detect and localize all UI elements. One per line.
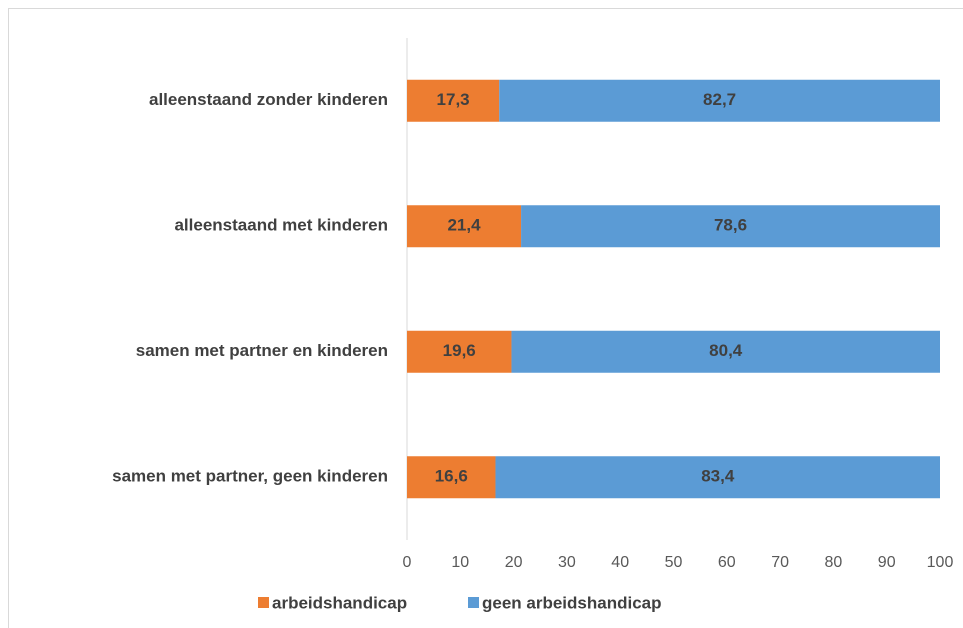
bar-segment [407, 79, 500, 122]
x-tick-label: 20 [505, 554, 523, 571]
value-label: 83,4 [701, 467, 735, 486]
value-label: 21,4 [447, 216, 481, 235]
x-tick-label: 80 [825, 554, 843, 571]
value-label: 80,4 [709, 341, 743, 360]
value-label: 19,6 [443, 341, 476, 360]
x-tick-label: 10 [451, 554, 469, 571]
bar-segment [499, 79, 940, 122]
category-label: samen met partner, geen kinderen [112, 467, 388, 486]
x-tick-label: 40 [611, 554, 629, 571]
x-tick-label: 60 [718, 554, 736, 571]
bar-segment [407, 456, 496, 499]
category-label: alleenstaand zonder kinderen [149, 90, 388, 109]
x-tick-label: 30 [558, 554, 576, 571]
legend-label: geen arbeidshandicap [482, 593, 662, 612]
bar-segment [407, 330, 512, 373]
bar-segment [511, 330, 940, 373]
value-label: 78,6 [714, 216, 747, 235]
x-tick-label: 0 [403, 554, 412, 571]
value-label: 17,3 [437, 90, 470, 109]
value-label: 82,7 [703, 90, 736, 109]
bar-segment [521, 205, 940, 248]
bar-segment [407, 205, 522, 248]
category-label: alleenstaand met kinderen [174, 216, 388, 235]
x-tick-label: 70 [771, 554, 789, 571]
legend-label: arbeidshandicap [272, 593, 407, 612]
bar-segment [495, 456, 940, 499]
legend-swatch [258, 597, 269, 608]
chart-frame [8, 8, 963, 628]
x-tick-label: 100 [927, 554, 954, 571]
value-label: 16,6 [435, 467, 468, 486]
x-tick-label: 50 [665, 554, 683, 571]
legend-swatch [468, 597, 479, 608]
category-label: samen met partner en kinderen [136, 341, 388, 360]
x-tick-label: 90 [878, 554, 896, 571]
